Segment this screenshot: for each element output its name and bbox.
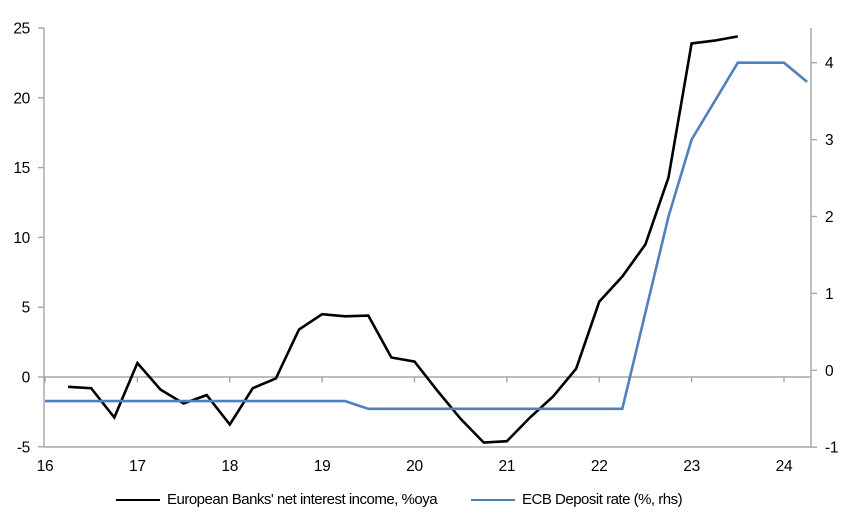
- x-tick-label: 17: [129, 458, 146, 475]
- left-axis-label: -5: [17, 439, 30, 456]
- deposit-rate-legend-label: ECB Deposit rate (%, rhs): [522, 491, 683, 508]
- left-axis-label: 5: [22, 300, 30, 317]
- x-tick-label: 16: [37, 458, 54, 475]
- right-axis-label: 4: [825, 55, 834, 72]
- x-tick-label: 24: [776, 458, 793, 475]
- left-axis-label: 15: [13, 160, 30, 177]
- right-axis-label: 2: [825, 209, 833, 226]
- left-axis-label: 0: [22, 370, 31, 387]
- right-axis-label: 3: [825, 132, 833, 149]
- x-tick-label: 19: [314, 458, 331, 475]
- left-axis-label: 25: [13, 21, 30, 38]
- right-axis-label: 0: [825, 363, 834, 380]
- left-axis-label: 10: [13, 230, 30, 247]
- nii-legend-label: European Banks' net interest income, %oy…: [167, 491, 438, 508]
- left-axis-label: 20: [13, 90, 30, 107]
- x-tick-label: 23: [683, 458, 700, 475]
- x-tick-label: 20: [406, 458, 423, 475]
- x-tick-label: 22: [591, 458, 608, 475]
- x-tick-label: 18: [221, 458, 238, 475]
- legend-entry-deposit-rate: ECB Deposit rate (%, rhs): [471, 491, 683, 508]
- nii-line-swatch: [116, 498, 160, 501]
- right-axis-label: -1: [825, 440, 838, 457]
- legend-entry-nii: European Banks' net interest income, %oy…: [116, 491, 438, 508]
- x-tick-label: 21: [499, 458, 516, 475]
- deposit-rate-line: [45, 61, 808, 411]
- right-axis-label: 1: [825, 286, 833, 303]
- deposit-rate-line-swatch: [471, 498, 516, 501]
- legend: European Banks' net interest income, %oy…: [116, 491, 683, 508]
- nii-line: [68, 35, 739, 444]
